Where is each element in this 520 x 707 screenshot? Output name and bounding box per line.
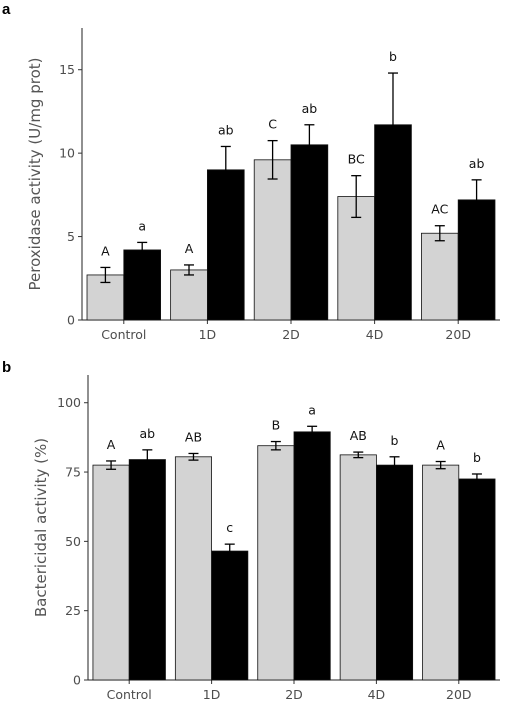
y-tick-label: 25 [65, 603, 81, 618]
bar [253, 159, 292, 321]
y-tick-label: 10 [59, 146, 75, 161]
x-tick-label: Control [101, 327, 146, 342]
significance-label: A [436, 438, 445, 453]
bar [422, 464, 460, 681]
y-tick-label: 75 [65, 465, 81, 480]
y-tick-label: 100 [57, 395, 81, 410]
bar [458, 478, 496, 681]
significance-label: A [107, 437, 116, 452]
panel-letter: b [2, 359, 11, 376]
y-axis-title: Bactericidal activity (%) [32, 438, 50, 617]
bar [257, 445, 295, 681]
panel-a: a 0 5 10 15 Peroxidase activity (U/mg prot) Co… [2, 1, 500, 342]
x-tick-label: 2D [285, 687, 303, 702]
x-tick-label: 20D [446, 687, 472, 702]
x-tick-label: 1D [199, 327, 217, 342]
significance-label: ab [140, 426, 156, 441]
bar [421, 232, 459, 321]
bar [92, 464, 130, 681]
significance-label: b [391, 433, 399, 448]
x-tick-label: 20D [445, 327, 471, 342]
x-tick-label: 1D [203, 687, 221, 702]
bar [211, 550, 249, 681]
significance-label: AC [431, 202, 448, 217]
significance-label: b [389, 49, 397, 64]
x-tick-label: 2D [282, 327, 300, 342]
significance-label: ab [218, 122, 234, 137]
bar [123, 249, 161, 321]
y-tick-label: 0 [67, 313, 75, 328]
bar [290, 144, 329, 321]
y-tick-label: 50 [65, 534, 81, 549]
significance-label: C [268, 117, 277, 132]
bar [206, 169, 245, 321]
y-tick-label: 0 [73, 673, 81, 688]
x-tick-label: 4D [368, 687, 386, 702]
bar [375, 464, 414, 681]
significance-label: a [308, 402, 316, 417]
y-tick-label: 15 [59, 62, 75, 77]
bar [174, 456, 212, 681]
y-axis-title: Peroxidase activity (U/mg prot) [26, 58, 44, 291]
bar [293, 431, 331, 681]
significance-label: BC [348, 152, 365, 167]
bar [339, 454, 377, 681]
y-tick-label: 5 [67, 229, 75, 244]
x-tick-label: 4D [366, 327, 384, 342]
x-tick-label: Control [107, 687, 152, 702]
bar [170, 269, 208, 321]
significance-label: A [185, 241, 194, 256]
significance-label: b [473, 450, 481, 465]
significance-label: AB [185, 429, 202, 444]
significance-label: a [138, 218, 146, 233]
bar [128, 459, 166, 681]
panel-letter: a [2, 1, 11, 18]
significance-label: AB [350, 428, 367, 443]
significance-label: B [272, 418, 281, 433]
panel-b: b 0 25 50 75 100 Bactericidal activity (%) Cont… [2, 359, 500, 702]
significance-label: A [101, 243, 110, 258]
significance-label: ab [302, 101, 318, 116]
significance-label: ab [469, 156, 485, 171]
significance-label: c [226, 520, 233, 535]
